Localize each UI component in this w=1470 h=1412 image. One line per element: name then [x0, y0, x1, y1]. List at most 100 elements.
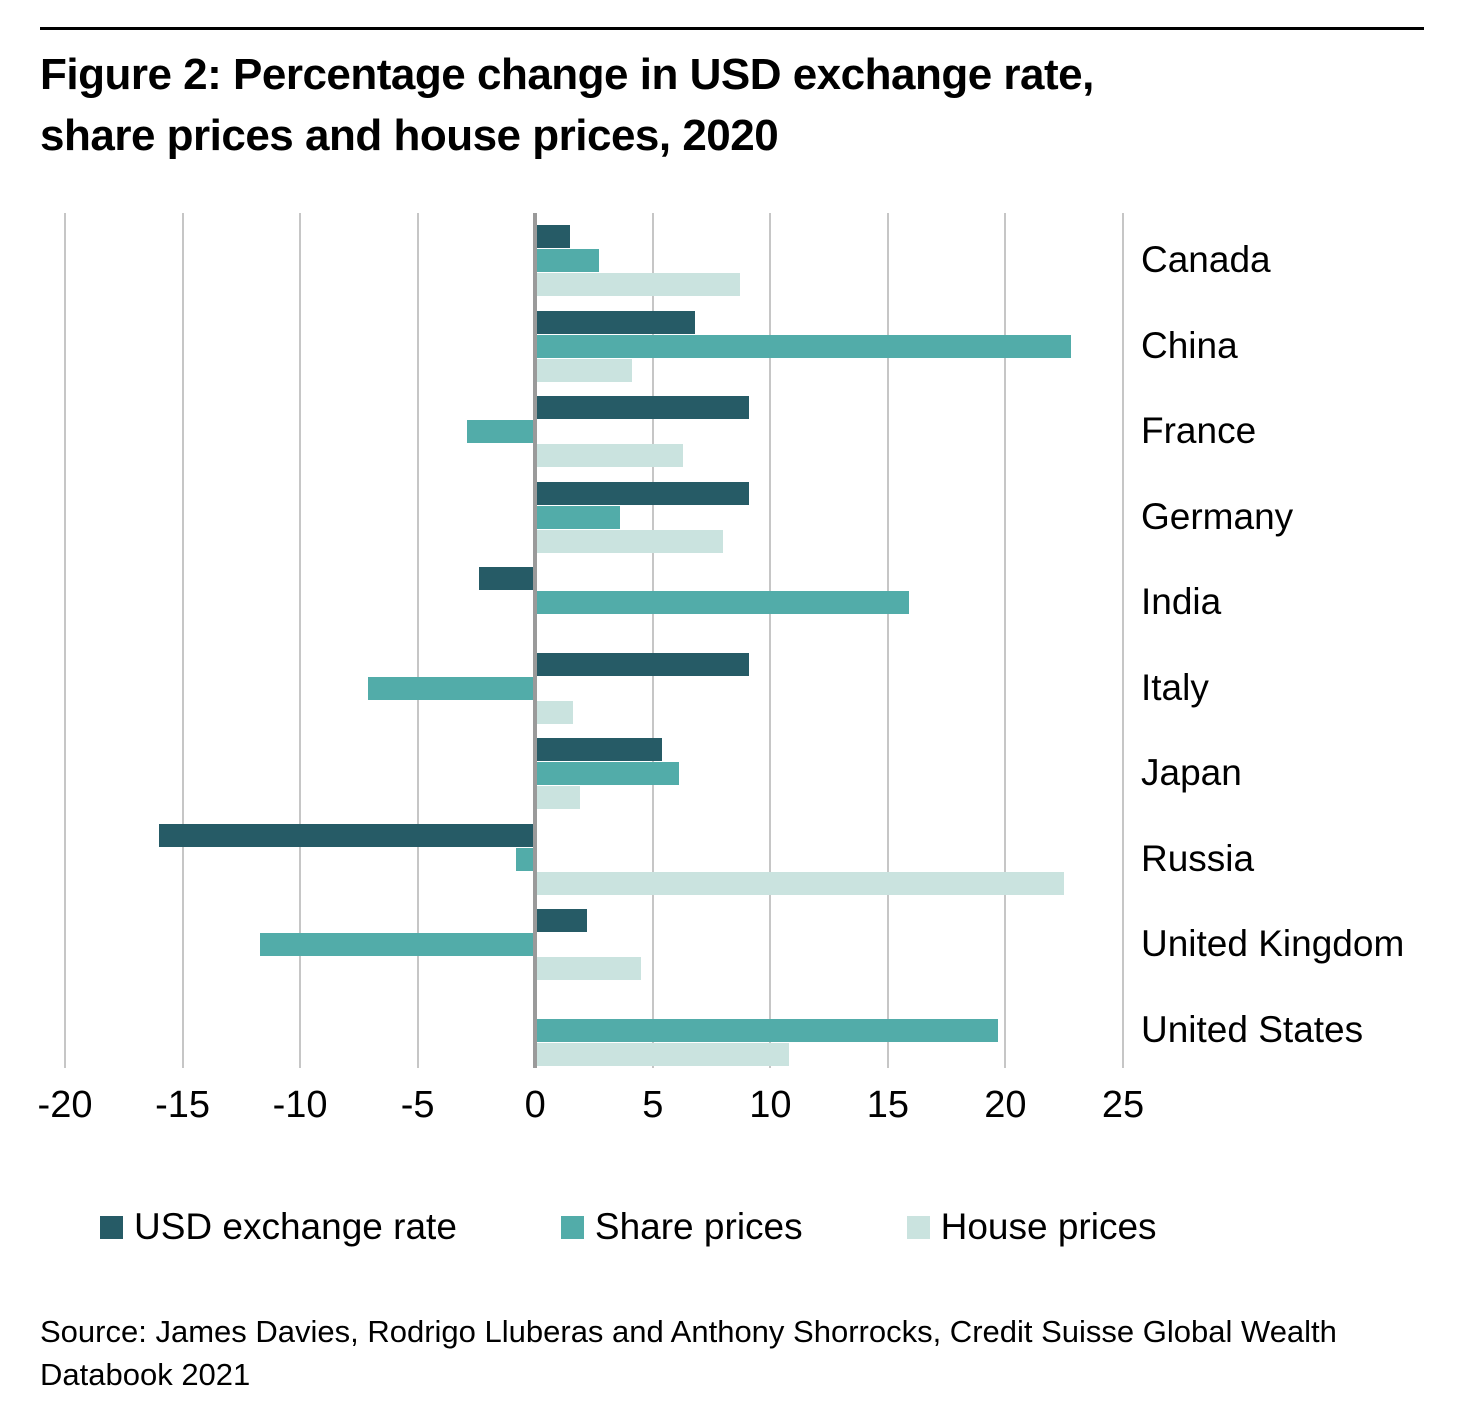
bar-slot — [65, 909, 1123, 932]
bar-slot — [65, 786, 1123, 809]
gridline-x--15 — [181, 213, 184, 1068]
gridline-x-5 — [651, 213, 654, 1068]
category-label-germany: Germany — [1141, 495, 1294, 537]
bar-slot — [65, 652, 1123, 676]
bar-slot — [65, 933, 1123, 956]
bar-group-france — [65, 384, 1123, 470]
gridline-x--20 — [64, 213, 66, 1068]
bar-slot — [65, 700, 1123, 724]
plot-row: Canada China France Germany India Italy Japan R… — [64, 213, 1470, 1068]
tick-label-5: 5 — [642, 1084, 664, 1126]
tick-label-15: 15 — [866, 1084, 910, 1126]
source-line2: Databook 2021 — [40, 1357, 251, 1392]
bar-france-house-prices — [535, 444, 684, 467]
bar-slot — [65, 396, 1123, 419]
bar-china-house-prices — [535, 358, 632, 382]
legend-item-usd-exchange-rate: USD exchange rate — [100, 1206, 457, 1248]
tick-label--5: -5 — [400, 1084, 435, 1126]
bar-italy-house-prices — [535, 700, 573, 724]
category-label-united-kingdom: United Kingdom — [1141, 923, 1405, 965]
gridline-x-15 — [886, 213, 889, 1068]
bar-russia-usd-exchange-rate — [159, 823, 536, 847]
tick-label--10: -10 — [272, 1084, 328, 1126]
gridline-x-25 — [1122, 213, 1124, 1068]
tick-label-20: 20 — [984, 1084, 1027, 1126]
bar-slot — [65, 358, 1123, 382]
bar-germany-share-prices — [535, 505, 620, 529]
tick-label-0: 0 — [524, 1084, 546, 1126]
bar-slot — [65, 444, 1123, 467]
category-label-france: France — [1141, 410, 1257, 452]
source-note: Source: James Davies, Rodrigo Lluberas a… — [40, 1310, 1410, 1396]
bar-russia-share-prices — [516, 847, 536, 871]
legend-label-share-prices: Share prices — [594, 1206, 803, 1247]
bar-group-japan — [65, 726, 1123, 812]
tick-label-10: 10 — [749, 1084, 792, 1126]
bar-china-share-prices — [535, 334, 1072, 358]
bar-canada-share-prices — [535, 249, 599, 272]
bar-slot — [65, 273, 1123, 296]
bar-germany-usd-exchange-rate — [535, 481, 750, 505]
bar-slot — [65, 334, 1123, 358]
bar-slot — [65, 847, 1123, 871]
bar-slot — [65, 762, 1123, 785]
figure-title-line1: Figure 2: Percentage change in USD excha… — [40, 50, 1094, 99]
bar-group-united-kingdom — [65, 897, 1123, 983]
plot-area — [64, 213, 1124, 1068]
bar-united-kingdom-usd-exchange-rate — [535, 909, 587, 932]
bar-group-china — [65, 299, 1123, 385]
legend-label-usd-exchange-rate: USD exchange rate — [134, 1206, 457, 1247]
bar-slot — [65, 676, 1123, 700]
bar-slot — [65, 995, 1123, 1018]
bar-canada-house-prices — [535, 273, 740, 296]
legend-item-house-prices: House prices — [906, 1206, 1157, 1248]
bar-slot — [65, 567, 1123, 590]
bar-france-usd-exchange-rate — [535, 396, 750, 419]
bar-slot — [65, 529, 1123, 553]
bar-rows — [65, 213, 1123, 1068]
bar-italy-share-prices — [368, 676, 536, 700]
legend-item-share-prices: Share prices — [560, 1206, 803, 1248]
bar-slot — [65, 957, 1123, 980]
bar-united-states-share-prices — [535, 1018, 999, 1042]
bar-group-canada — [65, 213, 1123, 299]
category-label-china: China — [1141, 324, 1238, 366]
bar-united-kingdom-house-prices — [535, 957, 642, 980]
source-line1: Source: James Davies, Rodrigo Lluberas a… — [40, 1314, 1337, 1349]
bar-united-states-house-prices — [535, 1042, 790, 1066]
gridline-x--5 — [416, 213, 419, 1068]
bar-chart: Canada China France Germany India Italy Japan R… — [0, 213, 1470, 1248]
bar-slot — [65, 591, 1123, 614]
category-labels: Canada China France Germany India Italy Japan R… — [1123, 213, 1470, 1068]
category-label-united-states: United States — [1141, 1008, 1364, 1050]
bar-slot — [65, 615, 1123, 638]
bar-group-italy — [65, 641, 1123, 727]
bar-slot — [65, 225, 1123, 248]
bar-slot — [65, 249, 1123, 272]
top-rule — [40, 27, 1424, 30]
legend-swatch-share-prices — [560, 1215, 584, 1239]
bar-slot — [65, 505, 1123, 529]
bar-slot — [65, 1018, 1123, 1042]
bar-china-usd-exchange-rate — [535, 310, 696, 334]
bar-slot — [65, 310, 1123, 334]
tick-label--15: -15 — [155, 1084, 211, 1126]
bar-russia-house-prices — [535, 871, 1065, 895]
category-label-japan: Japan — [1141, 752, 1242, 794]
legend: USD exchange rate Share prices House price… — [100, 1206, 1430, 1248]
bar-slot — [65, 871, 1123, 895]
gridline-x-10 — [769, 213, 772, 1068]
tick-label--20: -20 — [37, 1084, 93, 1126]
figure-title: Figure 2: Percentage change in USD excha… — [40, 44, 1430, 166]
tick-label-25: 25 — [1101, 1084, 1145, 1126]
figure-title-line2: share prices and house prices, 2020 — [40, 111, 779, 160]
bar-france-share-prices — [467, 420, 536, 443]
bar-slot — [65, 738, 1123, 761]
legend-swatch-usd-exchange-rate — [100, 1215, 123, 1239]
bar-canada-usd-exchange-rate — [535, 225, 571, 248]
bar-japan-share-prices — [535, 762, 679, 785]
gridline-x-20 — [1004, 213, 1007, 1068]
bar-united-kingdom-share-prices — [260, 933, 536, 956]
bar-group-india — [65, 555, 1123, 641]
